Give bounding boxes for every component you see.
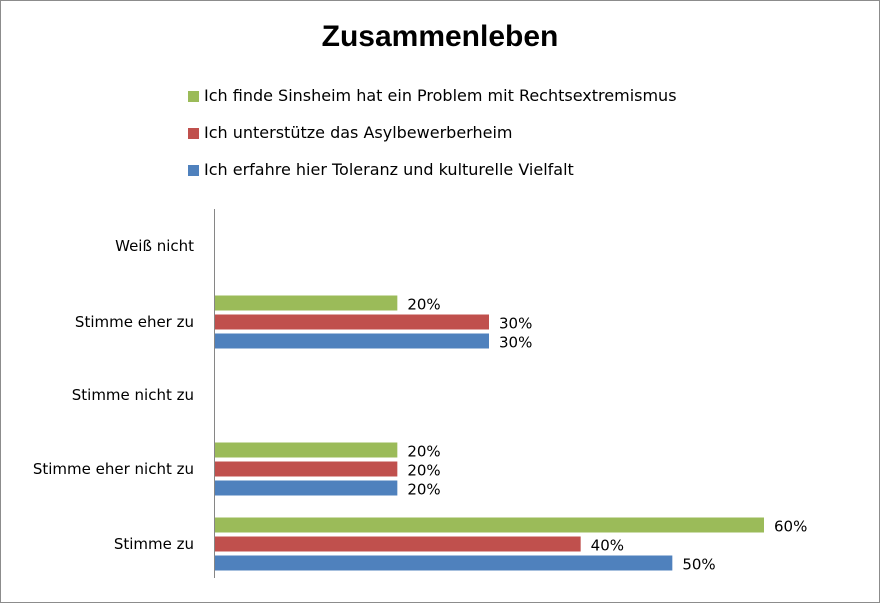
bar xyxy=(214,480,398,496)
category-label: Stimme eher zu xyxy=(75,313,194,331)
category-label: Stimme nicht zu xyxy=(72,386,194,404)
category-label: Stimme eher nicht zu xyxy=(33,460,194,478)
legend-label: Ich erfahre hier Toleranz und kulturelle… xyxy=(204,160,574,179)
chart-title: Zusammenleben xyxy=(321,20,559,53)
legend-swatch-red xyxy=(188,128,199,139)
bar xyxy=(214,517,764,533)
bar xyxy=(214,536,581,552)
data-label: 20% xyxy=(407,443,440,461)
category-label: Stimme zu xyxy=(114,535,194,553)
bar xyxy=(214,555,673,571)
bar xyxy=(214,295,398,311)
data-label: 20% xyxy=(407,462,440,480)
bar xyxy=(214,333,489,349)
category-label: Weiß nicht xyxy=(115,237,194,255)
data-label: 30% xyxy=(499,334,532,352)
data-label: 30% xyxy=(499,315,532,333)
bar xyxy=(214,314,489,330)
data-label: 20% xyxy=(407,296,440,314)
legend-label: Ich finde Sinsheim hat ein Problem mit R… xyxy=(204,86,677,105)
data-label: 50% xyxy=(682,556,715,574)
legend-label: Ich unterstütze das Asylbewerberheim xyxy=(204,123,513,142)
legend-swatch-blue xyxy=(188,165,199,176)
data-label: 40% xyxy=(591,537,624,555)
data-label: 60% xyxy=(774,518,807,536)
bar xyxy=(214,461,398,477)
data-label: 20% xyxy=(407,481,440,499)
bar xyxy=(214,442,398,458)
legend-swatch-green xyxy=(188,91,199,102)
